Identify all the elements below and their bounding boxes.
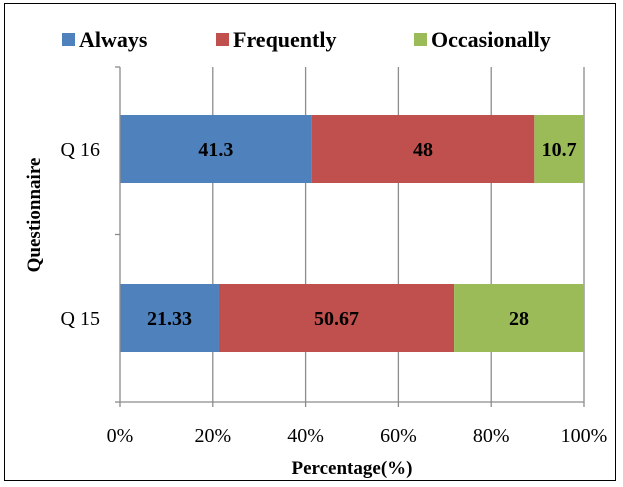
chart-frame: [4, 3, 616, 481]
labels: 21.33 50.67 28 Q 15 41.3 48 10.7 Q 16 0% 20% 40% 60…: [61, 139, 608, 447]
legend-swatch-frequently: [216, 33, 229, 46]
x-tick-label: 60%: [380, 425, 417, 447]
x-axis-title: Percentage(%): [292, 458, 413, 479]
axes: [115, 66, 585, 407]
legend-label-occasionally: Occasionally: [431, 27, 551, 52]
y-axis-title: Questionnaire: [24, 158, 45, 273]
data-label: 28: [509, 308, 529, 330]
bar-always-q16: [120, 115, 312, 183]
data-label: 21.33: [147, 308, 192, 330]
y-tick-label: Q 16: [61, 139, 100, 161]
x-tick-label: 80%: [473, 425, 510, 447]
legend-label-always: Always: [79, 27, 148, 52]
bar-always-q15: [120, 284, 219, 352]
x-tick-label: 0%: [107, 425, 134, 447]
legend-swatch-occasionally: [414, 33, 427, 46]
data-label: 48: [413, 139, 433, 161]
data-label: 41.3: [198, 139, 233, 161]
data-label: 10.7: [542, 139, 577, 161]
x-tick-label: 100%: [561, 425, 608, 447]
x-tick-label: 40%: [287, 425, 324, 447]
data-label: 50.67: [314, 308, 359, 330]
bar-frequently-q15: [218, 284, 455, 352]
legend-swatch-always: [62, 33, 75, 46]
bars: [120, 115, 584, 352]
bar-frequently-q16: [311, 115, 535, 183]
legend-label-frequently: Frequently: [233, 27, 336, 52]
bar-occasionally-q15: [454, 284, 584, 352]
legend: Always Frequently Occasionally: [62, 27, 551, 52]
x-tick-label: 20%: [194, 425, 231, 447]
y-tick-label: Q 15: [61, 308, 100, 330]
bar-occasionally-q16: [534, 115, 584, 183]
